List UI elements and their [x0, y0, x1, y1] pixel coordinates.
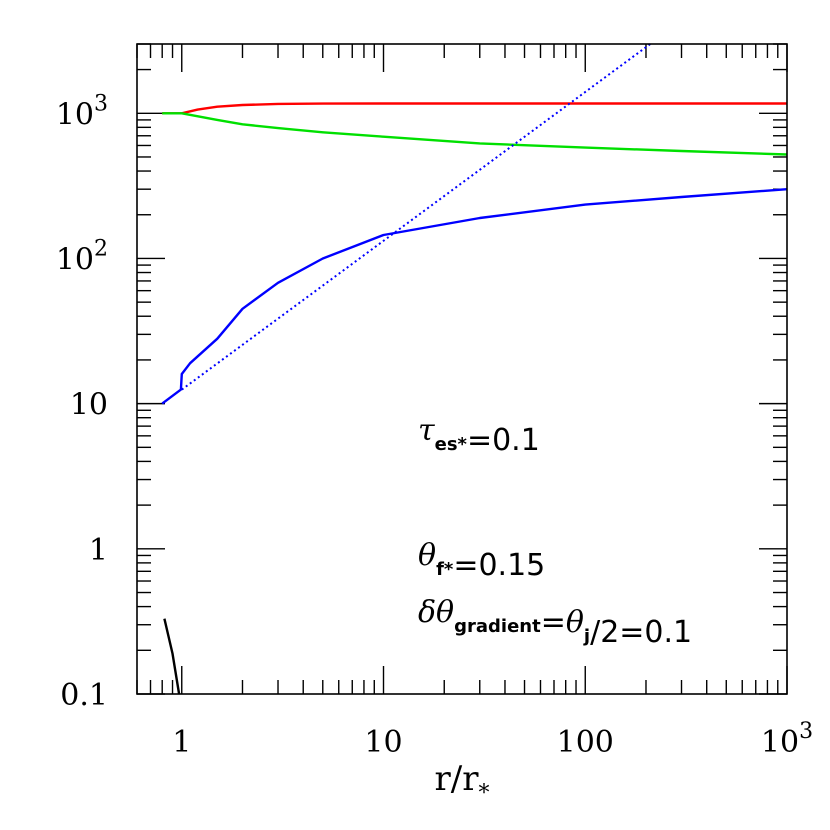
x-axis-title-sub: *: [478, 781, 489, 806]
series-lines: [161, 43, 788, 695]
annotation-tau: τes*=0.1: [418, 413, 540, 458]
x-tick-label: 100: [557, 725, 614, 760]
series-line-0: [162, 102, 787, 115]
y-tick-labels: 0.1 1 10 102 103: [56, 91, 108, 713]
x-tick-label: 10: [364, 725, 402, 760]
annotations: τes*=0.1 θf*=0.15 δθgradient=θj/2=0.1: [418, 413, 692, 650]
x-axis-title-main: r/r: [435, 759, 480, 799]
x-tick-labels: 1 10 100 103: [172, 719, 813, 760]
plot-frame: [136, 43, 788, 695]
y-tick-label: 103: [56, 91, 108, 132]
series-line-2: [161, 188, 788, 405]
x-tick-label: 103: [761, 719, 813, 760]
x-axis-title: r/r*: [435, 759, 490, 806]
y-tick-label: 1: [89, 533, 108, 568]
y-tick-label: 102: [56, 236, 108, 277]
series-line-4: [163, 618, 181, 695]
series-line-1: [162, 112, 788, 156]
annotation-thetaf: θf*=0.15: [418, 538, 545, 583]
x-tick-label: 1: [172, 725, 191, 760]
series-line-3: [181, 43, 651, 391]
y-tick-label: 10: [70, 388, 108, 423]
annotation-dtheta: δθgradient=θj/2=0.1: [418, 595, 692, 650]
y-tick-label: 0.1: [60, 678, 108, 713]
